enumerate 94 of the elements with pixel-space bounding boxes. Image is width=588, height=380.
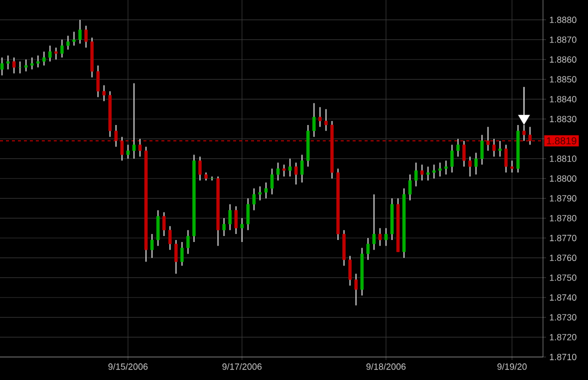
candlestick: [150, 234, 154, 258]
candlestick: [54, 47, 58, 60]
candlestick: [504, 144, 508, 173]
y-tick-label: 1.8800: [550, 175, 576, 182]
candlestick: [72, 31, 76, 46]
candlestick: [348, 255, 352, 286]
candlestick: [420, 164, 424, 181]
candlestick: [258, 186, 262, 201]
candlestick: [264, 182, 268, 199]
y-tick-label: 1.8730: [550, 314, 576, 321]
candlestick: [222, 218, 226, 236]
candlestick: [240, 218, 244, 242]
candlestick: [288, 158, 292, 177]
x-tick-label: 9/18/2006: [366, 363, 406, 370]
candlestick: [168, 226, 172, 250]
y-tick-label: 1.8830: [550, 116, 576, 122]
candlestick: [456, 138, 460, 158]
candlestick: [120, 136, 124, 162]
candlestick: [282, 164, 286, 177]
y-tick-label: 1.8750: [550, 274, 576, 281]
candlestick: [102, 84, 106, 102]
candlestick: [294, 162, 298, 185]
candlestick: [498, 140, 502, 158]
y-tick-label: 1.8870: [550, 36, 576, 43]
y-tick-label: 1.8760: [550, 254, 576, 262]
y-tick-label: 1.8790: [550, 195, 576, 202]
candlestick: [126, 144, 130, 160]
candlestick: [414, 162, 418, 187]
candlestick: [372, 194, 376, 250]
candlestick: [270, 168, 274, 195]
candlestick: [48, 45, 52, 62]
y-tick-label: 1.8780: [550, 214, 576, 222]
y-tick-label: 1.8850: [550, 76, 576, 83]
candlestick: [312, 102, 316, 138]
candlestick: [318, 106, 322, 128]
candlestick: [384, 228, 388, 246]
candlestick: [324, 108, 328, 132]
candlestick: [6, 55, 10, 70]
candlestick: [366, 238, 370, 260]
y-tick-label: 1.8810: [550, 155, 576, 162]
candlestick: [444, 160, 448, 175]
candlestick: [486, 126, 490, 152]
x-tick-label: 9/19/20: [497, 363, 527, 370]
candlestick: [78, 19, 82, 44]
candlestick: [0, 57, 4, 76]
candlestick: [84, 25, 88, 48]
candlestick: [18, 61, 22, 74]
candlestick: [354, 273, 358, 306]
candlestick: [426, 166, 430, 181]
y-tick-label: 1.8710: [550, 354, 576, 360]
candlestick: [66, 35, 70, 50]
candlestick: [36, 55, 40, 68]
candlestick: [42, 51, 46, 66]
candlestick: [432, 164, 436, 179]
candlestick: [234, 206, 238, 234]
candlestick: [252, 188, 256, 211]
candlestick: [474, 152, 478, 175]
candlestick: [378, 228, 382, 246]
y-tick-label: 1.8860: [550, 56, 576, 63]
candlestick: [60, 39, 64, 58]
candlestick: [528, 126, 532, 146]
candlestick: [114, 124, 118, 148]
candlestick: [30, 57, 34, 70]
candlestick: [450, 144, 454, 173]
candlestick: [12, 57, 16, 74]
candlestick: [492, 138, 496, 158]
candlestick: [480, 134, 484, 166]
candlestick: [438, 162, 442, 177]
candlestick: [408, 174, 412, 201]
candlestick: [276, 162, 280, 181]
candlestick: [156, 210, 160, 246]
candlestick: [246, 198, 250, 231]
candlestick: [24, 59, 28, 72]
candlestick: [180, 242, 184, 266]
x-tick-label: 9/15/2006: [108, 363, 148, 370]
candlestick: [174, 240, 178, 274]
y-tick-label: 1.8770: [550, 234, 576, 242]
candlestick: [198, 156, 202, 181]
candlestick: [96, 64, 100, 98]
x-tick-label: 9/17/2006: [222, 363, 262, 370]
ref-line-label: 1.8819: [546, 137, 576, 144]
y-tick-label: 1.8840: [550, 96, 576, 102]
candlestick: [186, 230, 190, 254]
candlestick: [468, 156, 472, 177]
candlestick: [138, 138, 142, 158]
y-tick-label: 1.8740: [550, 294, 576, 301]
candlestick: [510, 160, 514, 173]
candlestick: [300, 154, 304, 183]
candlestick: [462, 140, 466, 168]
y-tick-label: 1.8720: [550, 334, 576, 340]
candlestick: [228, 204, 232, 231]
y-tick-label: 1.8880: [550, 16, 576, 24]
candlestick: [132, 82, 136, 160]
candlestick: [162, 212, 166, 236]
